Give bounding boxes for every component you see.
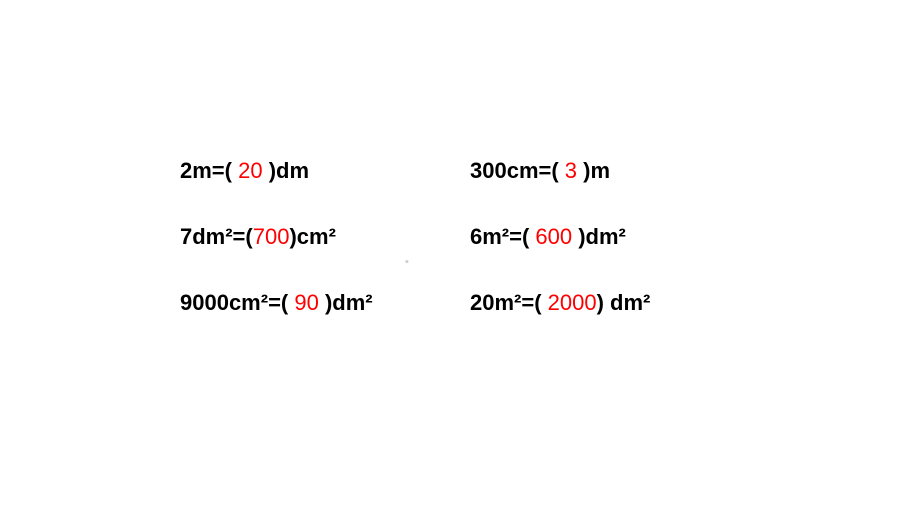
equation-prefix: 300cm=( xyxy=(470,158,559,183)
equation-answer: 3 xyxy=(559,158,583,183)
equation-prefix: 9000cm²=( xyxy=(180,290,288,315)
equation-cell: 300cm=( 3 )m xyxy=(470,158,760,184)
equation-suffix: )dm² xyxy=(578,224,626,249)
equation-answer: 700 xyxy=(253,224,290,249)
equation-answer: 2000 xyxy=(542,290,597,315)
equation-suffix: )cm² xyxy=(289,224,335,249)
equation-suffix: )m xyxy=(583,158,610,183)
equation-prefix: 2m=( xyxy=(180,158,232,183)
equation-cell: 2m=( 20 )dm xyxy=(180,158,470,184)
equation-prefix: 6m²=( xyxy=(470,224,529,249)
equation-row: 9000cm²=( 90 )dm² 20m²=( 2000) dm² xyxy=(180,290,760,316)
equation-row: 7dm²=(700)cm² 6m²=( 600 )dm² xyxy=(180,224,760,250)
equation-cell: 6m²=( 600 )dm² xyxy=(470,224,760,250)
equation-answer: 90 xyxy=(288,290,325,315)
equation-row: 2m=( 20 )dm 300cm=( 3 )m xyxy=(180,158,760,184)
equation-cell: 20m²=( 2000) dm² xyxy=(470,290,760,316)
equation-cell: 9000cm²=( 90 )dm² xyxy=(180,290,470,316)
equation-cell: 7dm²=(700)cm² xyxy=(180,224,470,250)
equation-answer: 20 xyxy=(232,158,269,183)
worksheet-content: 2m=( 20 )dm 300cm=( 3 )m 7dm²=(700)cm² 6… xyxy=(180,158,760,356)
equation-answer: 600 xyxy=(529,224,578,249)
watermark: ▪ xyxy=(405,256,409,268)
equation-suffix: )dm xyxy=(269,158,309,183)
equation-prefix: 20m²=( xyxy=(470,290,542,315)
equation-suffix: ) dm² xyxy=(597,290,651,315)
equation-prefix: 7dm²=( xyxy=(180,224,253,249)
equation-suffix: )dm² xyxy=(325,290,373,315)
